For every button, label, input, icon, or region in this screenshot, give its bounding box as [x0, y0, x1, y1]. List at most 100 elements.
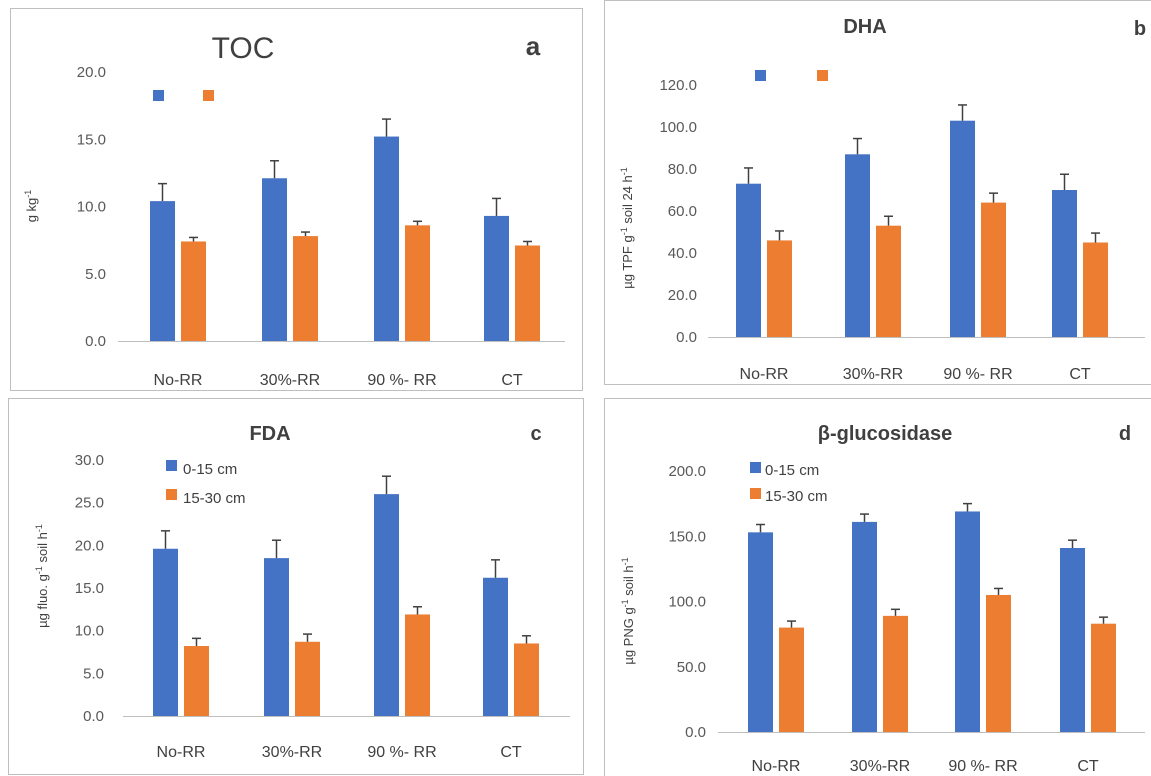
x-category-label: CT: [501, 372, 523, 389]
y-tick-label: 15.0: [77, 131, 106, 148]
bar-series2: [405, 225, 430, 341]
y-tick-label: 0.0: [676, 329, 697, 346]
bar-series1: [845, 154, 870, 337]
bar-series1: [262, 178, 287, 341]
y-tick-label: 20.0: [77, 64, 106, 81]
legend-swatch: [166, 489, 177, 500]
x-category-label: 90 %- RR: [367, 744, 436, 761]
y-axis-label-part: soil h: [621, 565, 636, 599]
bar-series1: [153, 548, 178, 716]
legend-label: 15-30 cm: [183, 490, 246, 507]
bar-series2: [981, 202, 1006, 337]
panel-letter: a: [526, 31, 541, 61]
y-axis-label: µg fluo. g-1 soil h-1: [34, 524, 50, 628]
y-tick-label: 40.0: [668, 245, 697, 262]
y-axis-label-part: µg PNG g: [621, 607, 636, 664]
y-axis-label-superscript: -1: [620, 599, 630, 607]
bar-series2: [295, 641, 320, 716]
bar-series1: [374, 494, 399, 716]
bar-series1: [150, 201, 175, 341]
bar-series1: [852, 521, 877, 732]
bar-series2: [876, 225, 901, 337]
legend-swatch: [750, 488, 761, 499]
y-axis-label-part: soil 24 h: [620, 175, 635, 227]
y-tick-label: 0.0: [85, 333, 106, 350]
chart-title: DHA: [843, 16, 886, 38]
y-tick-label: 0.0: [685, 724, 706, 741]
y-axis-label-part: g kg: [24, 198, 39, 223]
panel-letter: d: [1119, 423, 1131, 445]
x-category-label: CT: [1077, 758, 1099, 775]
legend-swatch: [153, 90, 164, 101]
legend-swatch: [750, 462, 761, 473]
bar-series2: [293, 236, 318, 341]
bar-series1: [484, 215, 509, 341]
bar-series2: [779, 627, 804, 732]
chart-panel-c: FDA c 0.0 5.0 10.0 15.0 20.0 25.0 30.0 µg fluo. g…: [8, 398, 584, 775]
x-category-label: No-RR: [157, 744, 206, 761]
y-axis-label-superscript: -1: [619, 227, 629, 235]
y-axis-label-part: µg fluo. g: [35, 574, 50, 628]
y-tick-label: 10.0: [77, 199, 106, 216]
y-axis-label: µg PNG g-1 soil h-1: [620, 557, 636, 664]
panel-letter: c: [530, 423, 541, 445]
y-axis-label: µg TPF g-1 soil 24 h-1: [619, 167, 635, 289]
bar-series1: [955, 511, 980, 732]
y-tick-label: 100.0: [659, 119, 697, 136]
chart-title: FDA: [249, 423, 290, 445]
bar-series1: [950, 120, 975, 337]
bar-series2: [181, 241, 206, 341]
legend-swatch: [755, 70, 766, 81]
legend-swatch: [817, 70, 828, 81]
y-tick-label: 5.0: [85, 266, 106, 283]
y-tick-label: 25.0: [75, 495, 104, 512]
y-tick-label: 10.0: [75, 623, 104, 640]
y-tick-label: 120.0: [659, 77, 697, 94]
bar-series1: [264, 558, 289, 716]
y-axis-label: g kg-1: [23, 190, 39, 223]
bar-series2: [184, 646, 209, 716]
y-tick-label: 80.0: [668, 161, 697, 178]
chart-title: TOC: [212, 32, 275, 65]
y-axis-label-part: soil h: [35, 532, 50, 566]
y-axis-label-superscript: -1: [34, 524, 44, 532]
legend-label: 0-15 cm: [765, 462, 819, 479]
chart-panel-a: TOC a 0.0 5.0 10.0 15.0 20.0 g kg-1 No-RR 30%-RR 9…: [10, 8, 583, 391]
bar-series2: [767, 240, 792, 337]
x-category-label: 90 %- RR: [943, 366, 1012, 383]
x-category-label: 30%-RR: [260, 372, 320, 389]
y-tick-label: 0.0: [83, 708, 104, 725]
y-axis-label-superscript: -1: [23, 190, 33, 198]
bar-series1: [1052, 190, 1077, 337]
bar-series1: [748, 532, 773, 732]
x-category-label: No-RR: [154, 372, 203, 389]
bar-series2: [405, 614, 430, 716]
panel-letter: b: [1134, 18, 1146, 40]
bar-series2: [515, 245, 540, 341]
x-category-label: CT: [1069, 366, 1091, 383]
y-tick-label: 50.0: [677, 659, 706, 676]
y-tick-label: 100.0: [668, 594, 706, 611]
x-category-label: No-RR: [740, 366, 789, 383]
y-tick-label: 15.0: [75, 580, 104, 597]
legend-label: 15-30 cm: [765, 488, 828, 505]
bar-series2: [986, 594, 1011, 732]
y-tick-label: 5.0: [83, 665, 104, 682]
x-category-label: 90 %- RR: [367, 372, 436, 389]
x-category-label: 30%-RR: [843, 366, 903, 383]
x-category-label: 30%-RR: [850, 758, 910, 775]
y-axis-label-superscript: -1: [620, 557, 630, 565]
bar-series1: [1060, 547, 1085, 732]
bar-series2: [1083, 242, 1108, 337]
y-tick-label: 20.0: [75, 537, 104, 554]
x-category-label: CT: [500, 744, 522, 761]
y-tick-label: 60.0: [668, 203, 697, 220]
bar-series2: [514, 643, 539, 716]
bar-series2: [1091, 623, 1116, 732]
x-category-label: No-RR: [752, 758, 801, 775]
chart-title: β-glucosidase: [818, 423, 952, 445]
bar-series2: [883, 615, 908, 732]
y-tick-label: 150.0: [668, 528, 706, 545]
bar-series1: [374, 136, 399, 341]
y-tick-label: 200.0: [668, 463, 706, 480]
